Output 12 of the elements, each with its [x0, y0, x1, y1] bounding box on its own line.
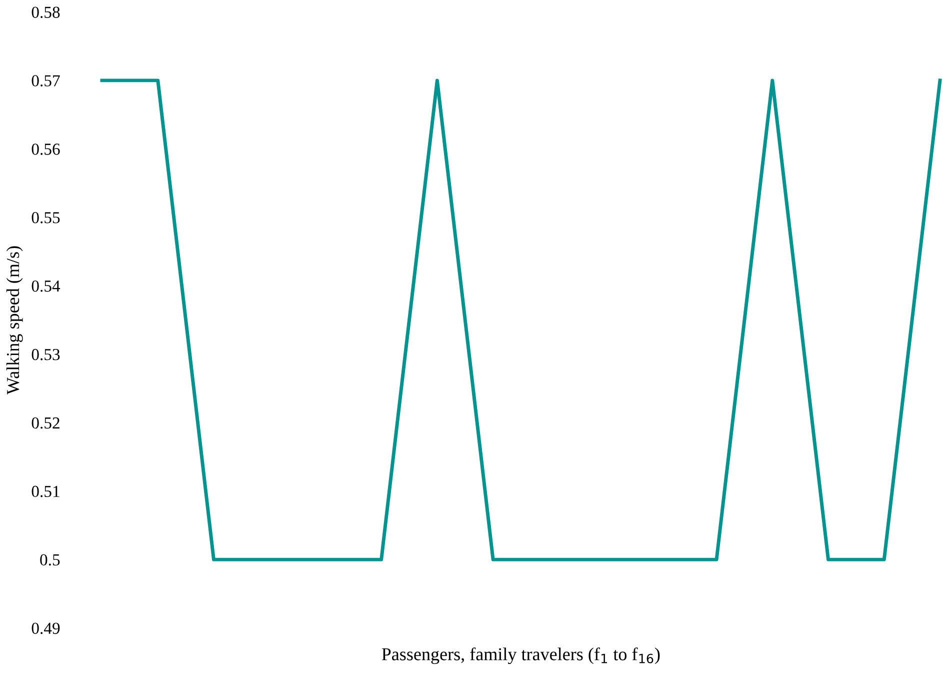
y-tick-label: 0.51 — [32, 486, 60, 498]
y-tick-label: 0.53 — [32, 348, 60, 360]
x-axis-title: Passengers, family travelers (f$_{1}$ to f$_{16}$) — [382, 647, 660, 664]
y-tick-label: 0.54 — [32, 280, 60, 292]
y-tick-label: 0.49 — [32, 622, 60, 634]
y-tick-label: 0.56 — [32, 144, 60, 155]
y-tick-label: 0.5 — [40, 554, 60, 566]
y-tick-label: 0.55 — [32, 212, 60, 224]
y-axis-title: Walking speed (m/s) — [6, 246, 23, 394]
y-tick-label: 0.58 — [32, 6, 60, 18]
y-tick-label: 0.52 — [32, 417, 60, 429]
y-tick-label: 0.57 — [32, 75, 60, 86]
